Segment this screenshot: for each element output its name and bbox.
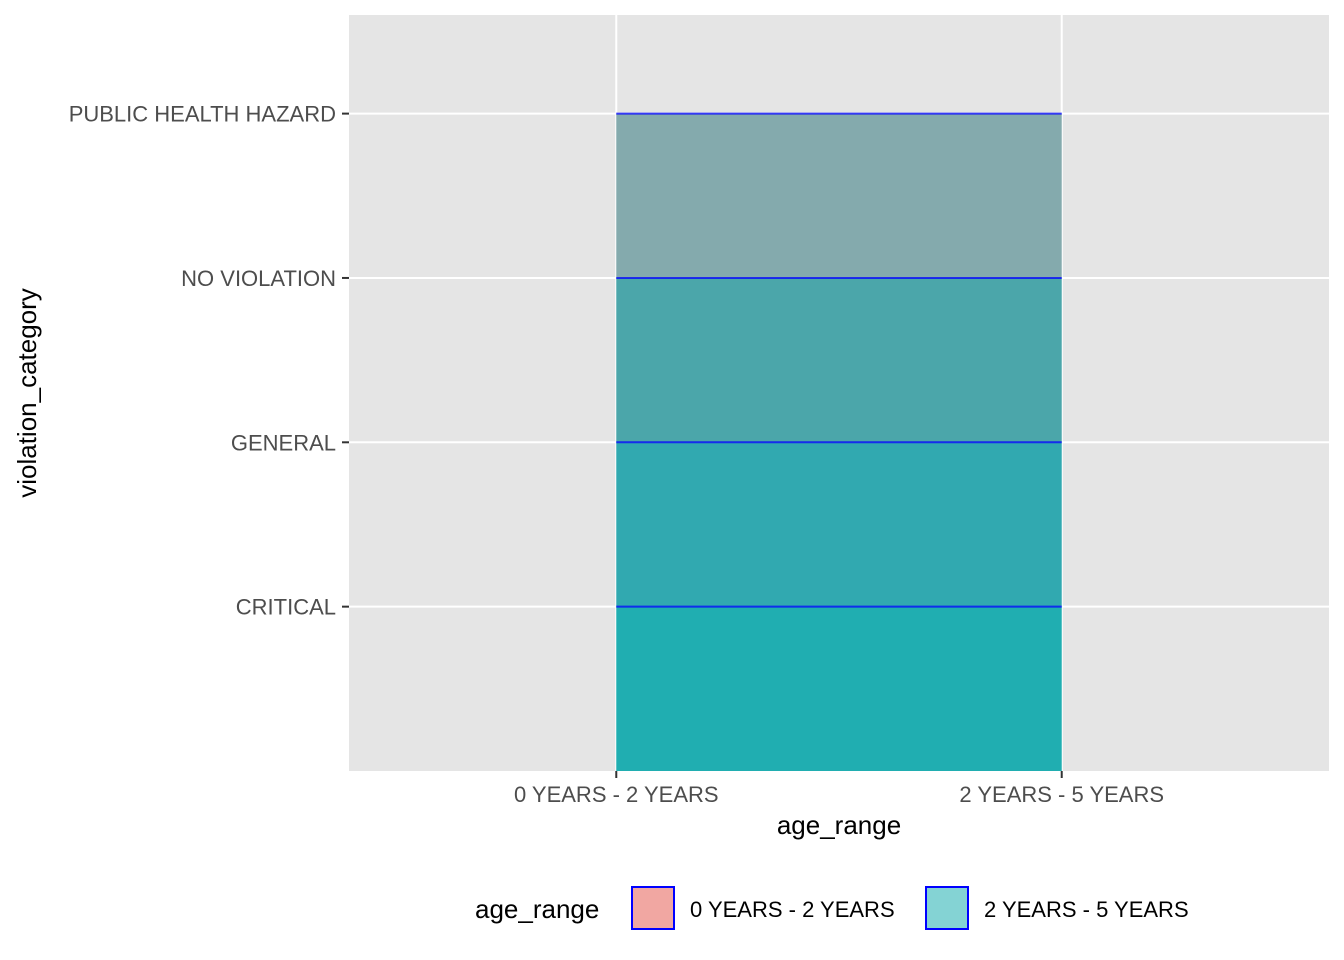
band-general: [616, 442, 1062, 607]
y-tick-label-public-health-hazard: PUBLIC HEALTH HAZARD: [69, 102, 336, 127]
legend-label-0-2-years: 0 YEARS - 2 YEARS: [690, 897, 895, 922]
y-tick-label-general: GENERAL: [231, 430, 336, 455]
legend-key-0-2-years: [631, 886, 675, 930]
x-axis-title: age_range: [777, 810, 901, 840]
band-no-violation: [616, 277, 1062, 443]
y-axis-title: violation_category: [12, 288, 42, 498]
y-tick-label-no-violation: NO VIOLATION: [181, 266, 336, 291]
x-tick-label-0-years-2-years: 0 YEARS - 2 YEARS: [514, 782, 719, 807]
y-tick-label-critical: CRITICAL: [236, 595, 336, 620]
band-public-health-hazard: [616, 113, 1062, 278]
axes: CRITICAL GENERAL NO VIOLATION PUBLIC HEALTH…: [69, 102, 1164, 807]
legend-key-2-5-years: [925, 886, 969, 930]
x-tick-label-2-years-5-years: 2 YEARS - 5 YEARS: [959, 782, 1164, 807]
legend: age_range 0 YEARS - 2 YEARS 2 YEARS - 5 …: [475, 886, 1189, 930]
legend-title: age_range: [475, 894, 599, 924]
legend-label-2-5-years: 2 YEARS - 5 YEARS: [984, 897, 1189, 922]
area-bands: [616, 112, 1062, 771]
band-critical: [616, 606, 1062, 771]
